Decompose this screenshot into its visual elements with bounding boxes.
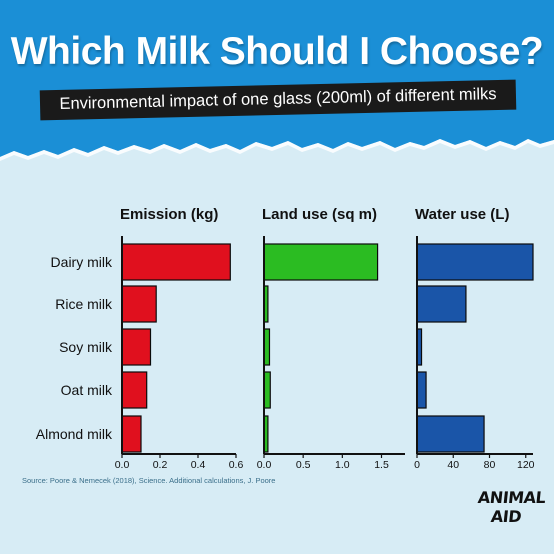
banner-torn-edge [0,139,554,161]
tick-label: 0.6 [229,459,244,470]
bar [263,243,379,281]
logo-line-2: AID [489,507,523,526]
panel-title: Emission (kg) [120,206,218,223]
bar [416,415,485,453]
bar [121,285,157,323]
bar [121,371,148,409]
tick-label: 0.0 [115,459,130,470]
category-label: Rice milk [55,296,113,312]
logo-line-1: ANIMAL [477,488,547,507]
tick-label: 120 [517,459,535,470]
header-banner: Which Milk Should I Choose? Environmenta… [0,0,554,175]
tick-label: 0 [414,459,420,470]
panel-title: Land use (sq m) [262,206,377,223]
page-title: Which Milk Should I Choose? [10,30,544,73]
source-note: Source: Poore & Nemecek (2018), Science.… [22,476,276,485]
animal-aid-logo[interactable]: ANIMAL AID [477,486,547,542]
tick-label: 0.5 [296,459,311,470]
bar [121,328,152,366]
tick-label: 40 [447,459,459,470]
tick-label: 80 [484,459,496,470]
tick-label: 1.0 [335,459,350,470]
category-label: Dairy milk [51,254,113,270]
bar [121,415,142,453]
panel-title: Water use (L) [415,206,509,223]
category-label: Soy milk [59,339,113,355]
bar [121,243,231,281]
category-label: Oat milk [61,382,113,398]
bar [416,243,534,281]
tick-label: 1.5 [374,459,389,470]
tick-label: 0.0 [257,459,272,470]
bar [416,371,427,409]
milk-impact-charts: Dairy milk Rice milk Soy milk Oat milk Almon… [36,206,535,470]
category-label: Almond milk [36,426,113,442]
tick-label: 0.4 [191,459,206,470]
tick-label: 0.2 [153,459,168,470]
bar [416,285,467,323]
